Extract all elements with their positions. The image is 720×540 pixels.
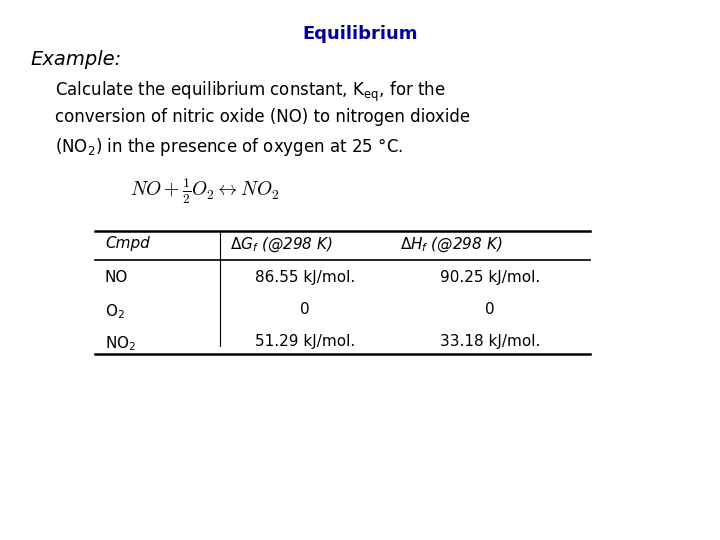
Text: 90.25 kJ/mol.: 90.25 kJ/mol. — [440, 270, 540, 285]
Text: 0: 0 — [300, 302, 310, 317]
Text: conversion of nitric oxide (NO) to nitrogen dioxide: conversion of nitric oxide (NO) to nitro… — [55, 108, 470, 126]
Text: 51.29 kJ/mol.: 51.29 kJ/mol. — [255, 334, 355, 349]
Text: 86.55 kJ/mol.: 86.55 kJ/mol. — [255, 270, 355, 285]
Text: Calculate the equilibrium constant, $\mathregular{K_{eq}}$, for the: Calculate the equilibrium constant, $\ma… — [55, 80, 446, 104]
Text: $\Delta G_f$ (@298 K): $\Delta G_f$ (@298 K) — [230, 236, 333, 254]
Text: NO$_2$: NO$_2$ — [105, 334, 136, 353]
Text: $NO + \frac{1}{2}O_2 \leftrightarrow NO_2$: $NO + \frac{1}{2}O_2 \leftrightarrow NO_… — [130, 176, 279, 206]
Text: $\Delta H_f$ (@298 K): $\Delta H_f$ (@298 K) — [400, 236, 503, 254]
Text: Example:: Example: — [30, 50, 121, 69]
Text: NO: NO — [105, 270, 128, 285]
Text: Cmpd: Cmpd — [105, 236, 150, 251]
Text: O$_2$: O$_2$ — [105, 302, 125, 321]
Text: Equilibrium: Equilibrium — [302, 25, 418, 43]
Text: (NO$_2$) in the presence of oxygen at 25 °C.: (NO$_2$) in the presence of oxygen at 25… — [55, 136, 403, 158]
Text: 33.18 kJ/mol.: 33.18 kJ/mol. — [440, 334, 540, 349]
Text: 0: 0 — [485, 302, 495, 317]
